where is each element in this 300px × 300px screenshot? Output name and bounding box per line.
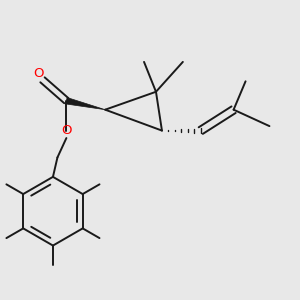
Text: O: O bbox=[61, 124, 72, 137]
Polygon shape bbox=[66, 98, 105, 110]
Text: O: O bbox=[33, 68, 43, 80]
